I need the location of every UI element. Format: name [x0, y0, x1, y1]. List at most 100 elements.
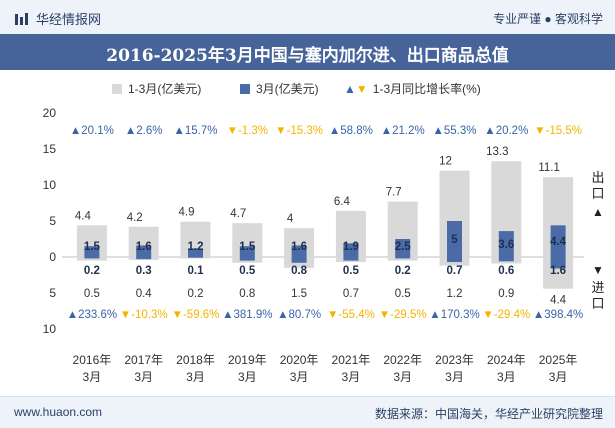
- export-monthly-label: 1.5: [239, 241, 256, 253]
- x-tick-label-year: 2024年: [487, 353, 526, 367]
- import-growth-rate: ▼-29.4%: [482, 309, 530, 321]
- export-cumulative-label: 11.1: [538, 162, 560, 174]
- x-tick-label-month: 3月: [238, 370, 257, 384]
- export-growth-rate: ▼-15.5%: [534, 125, 582, 137]
- x-tick-label-month: 3月: [290, 370, 309, 384]
- x-tick-label-month: 3月: [549, 370, 568, 384]
- growth-rate-value: -15.3%: [287, 125, 323, 137]
- import-monthly-bar: [239, 257, 255, 261]
- import-cumulative-bar: [387, 257, 418, 261]
- x-tick-label-month: 3月: [342, 370, 361, 384]
- arrow-up-icon: ▲: [592, 205, 604, 219]
- side-label-export: 出口 ▲: [590, 170, 606, 220]
- export-monthly-bar: [447, 221, 462, 257]
- export-monthly-label: 4.4: [550, 236, 567, 248]
- up-triangle-icon: ▲: [533, 309, 544, 321]
- import-monthly-bar: [550, 257, 566, 269]
- export-monthly-bar: [188, 248, 203, 257]
- export-monthly-bar: [395, 239, 411, 257]
- legend-down-icon: ▼: [355, 82, 368, 96]
- export-monthly-label: 1.5: [84, 241, 101, 253]
- export-growth-rate: ▲55.3%: [433, 125, 477, 137]
- export-cumulative-label: 12: [439, 156, 452, 168]
- up-triangle-icon: ▲: [381, 125, 392, 137]
- up-triangle-icon: ▲: [174, 125, 185, 137]
- export-monthly-bar: [498, 231, 514, 257]
- footer: www.huaon.com 数据来源：中国海关，华经产业研究院整理: [0, 396, 615, 428]
- growth-rate-value: 55.3%: [444, 125, 477, 137]
- export-monthly-bar: [239, 246, 255, 257]
- x-tick-label-year: 2018年: [176, 353, 215, 367]
- import-monthly-bar: [188, 257, 203, 258]
- growth-rate-value: -29.4%: [494, 309, 530, 321]
- growth-rate-value: 80.7%: [288, 309, 321, 321]
- legend-item-cumulative: 1-3月(亿美元): [112, 80, 201, 97]
- x-tick-label-year: 2021年: [332, 353, 371, 367]
- import-cumulative-label: 0.9: [498, 288, 514, 300]
- growth-rate-value: -10.3%: [131, 309, 167, 321]
- export-growth-rate: ▲20.1%: [70, 125, 114, 137]
- export-growth-rate: ▼-1.3%: [227, 125, 268, 137]
- growth-rate-value: 381.9%: [233, 309, 272, 321]
- arrow-down-icon: ▼: [592, 263, 604, 277]
- export-monthly-bar: [343, 243, 359, 257]
- chart-title: 2016-2025年3月中国与塞内加尔进、出口商品总值: [106, 46, 509, 66]
- export-cumulative-label: 6.4: [334, 196, 351, 208]
- down-triangle-icon: ▼: [172, 309, 183, 321]
- x-tick-label-year: 2020年: [280, 353, 319, 367]
- import-growth-rate: ▲233.6%: [67, 309, 117, 321]
- y-tick-label: 10: [43, 322, 57, 336]
- legend-item-growth: ▲▼ 1-3月同比增长率(%): [344, 80, 481, 97]
- export-monthly-bar: [291, 245, 307, 257]
- import-monthly-bar: [343, 257, 359, 261]
- import-monthly-label: 0.5: [239, 265, 256, 277]
- import-cumulative-label: 1.2: [447, 288, 463, 300]
- x-tick-label-year: 2025年: [539, 353, 578, 367]
- down-triangle-icon: ▼: [534, 125, 545, 137]
- export-growth-rate: ▼-15.3%: [275, 125, 323, 137]
- import-cumulative-label: 0.2: [188, 288, 204, 300]
- up-triangle-icon: ▲: [329, 125, 340, 137]
- export-growth-rate: ▲15.7%: [174, 125, 218, 137]
- y-tick-label: 0: [49, 250, 56, 264]
- title-bar: 2016-2025年3月中国与塞内加尔进、出口商品总值: [0, 34, 615, 70]
- export-cumulative-label: 13.3: [486, 146, 508, 158]
- import-cumulative-label: 0.4: [136, 288, 153, 300]
- x-tick-label-month: 3月: [393, 370, 412, 384]
- import-cumulative-label: 0.7: [343, 288, 359, 300]
- x-tick-label-year: 2022年: [383, 353, 422, 367]
- import-growth-rate: ▼-59.6%: [172, 309, 220, 321]
- x-tick-label-month: 3月: [497, 370, 516, 384]
- export-monthly-label: 1.6: [136, 241, 152, 253]
- import-monthly-bar: [84, 257, 100, 259]
- export-monthly-label: 1.2: [188, 241, 204, 253]
- import-cumulative-label: 0.5: [395, 288, 411, 300]
- up-triangle-icon: ▲: [484, 125, 495, 137]
- export-cumulative-label: 7.7: [386, 187, 402, 199]
- y-tick-label: 5: [49, 286, 56, 300]
- export-monthly-label: 1.6: [291, 241, 307, 253]
- import-cumulative-label: 0.5: [84, 288, 100, 300]
- growth-rate-value: 20.1%: [81, 125, 114, 137]
- import-monthly-label: 1.6: [550, 265, 566, 277]
- down-triangle-icon: ▼: [327, 309, 338, 321]
- x-tick-label-year: 2023年: [435, 353, 474, 367]
- import-monthly-bar: [136, 257, 152, 260]
- export-monthly-bar: [136, 245, 152, 257]
- import-monthly-bar: [447, 257, 462, 263]
- x-tick-label-year: 2019年: [228, 353, 267, 367]
- export-cumulative-label: 4.4: [75, 210, 92, 222]
- y-tick-label: 5: [49, 214, 56, 228]
- down-triangle-icon: ▼: [482, 309, 493, 321]
- export-monthly-label: 2.5: [395, 241, 412, 253]
- import-monthly-label: 0.5: [343, 265, 360, 277]
- growth-rate-value: -29.5%: [390, 309, 426, 321]
- import-monthly-label: 0.2: [395, 265, 411, 277]
- x-tick-label-month: 3月: [134, 370, 153, 384]
- export-cumulative-label: 4: [287, 213, 294, 225]
- footer-site: www.huaon.com: [14, 405, 103, 419]
- import-monthly-label: 0.1: [188, 265, 205, 277]
- growth-rate-value: -55.4%: [338, 309, 374, 321]
- x-tick-label-month: 3月: [445, 370, 464, 384]
